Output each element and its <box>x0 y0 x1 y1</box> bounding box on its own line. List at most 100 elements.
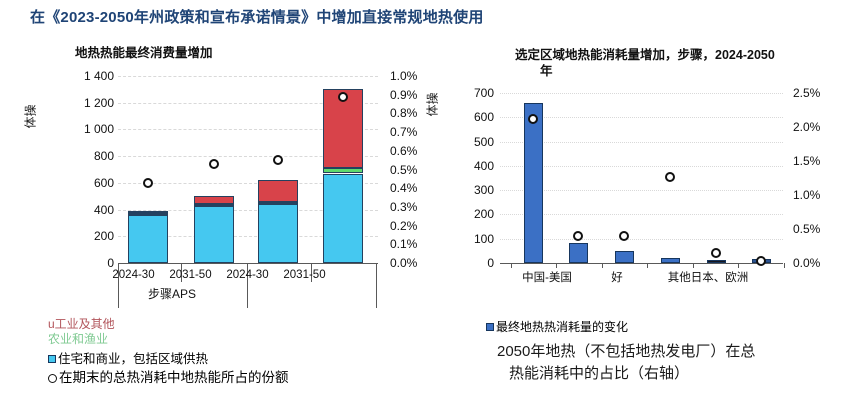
legend-item-share: 在期末的总热消耗中地热能所占的份额 <box>48 366 289 386</box>
bar-final-consumption <box>614 251 634 263</box>
right-chart-title-years: 2024-2050 <box>715 48 775 62</box>
axis-bracket-line <box>181 263 182 282</box>
x-category-label: 2031-50 <box>169 269 212 281</box>
share-dot <box>573 231 583 242</box>
bar-segment-agriculture <box>323 168 363 174</box>
left-chart-right-axis-tick-label: 0.9% <box>390 87 418 102</box>
right-chart-right-axis-tick-label: 0.5% <box>793 222 821 236</box>
left-chart-right-axis-tick-label: 0.4% <box>390 181 418 196</box>
grid-line <box>118 156 378 158</box>
residential-square-icon <box>48 355 56 363</box>
bar-final-consumption <box>568 243 588 263</box>
right-chart-left-axis-tick-label: 0 <box>487 256 494 270</box>
share-dot <box>528 113 538 124</box>
bar-segment-agriculture <box>128 213 168 216</box>
left-chart-right-axis-tick-label: 0.0% <box>390 256 418 270</box>
share-dot <box>273 155 283 166</box>
bar-segment-industry <box>258 179 298 202</box>
share-dot <box>143 177 153 188</box>
grid-line <box>500 93 783 94</box>
left-axis-tick-label: 1 000 <box>83 122 114 137</box>
legend-item-industry: u工业及其他 <box>48 315 115 332</box>
left-axis-tick-label: 200 <box>93 229 114 244</box>
axis-tick <box>510 263 512 268</box>
grid-line <box>118 209 378 211</box>
axis-tick <box>601 263 603 268</box>
left-axis-tick-label: 600 <box>93 175 114 190</box>
bar-segment-agriculture <box>194 203 234 207</box>
right-chart-right-axis-tick-label: 1.0% <box>793 188 821 202</box>
x-category-label: 好 <box>611 272 623 284</box>
axis-bracket-line <box>118 263 119 308</box>
left-chart-right-axis-tick-label: 0.6% <box>390 143 418 158</box>
x-category-label: 2024-30 <box>226 269 269 281</box>
bar-final-consumption <box>706 260 726 263</box>
left-chart-right-axis-tick-label: 0.2% <box>390 218 418 233</box>
share-circle-icon <box>48 374 57 383</box>
left-axis-tick-label: 0 <box>107 256 114 270</box>
right-chart-right-axis-tick-label: 1.5% <box>793 154 821 168</box>
legend-final-consumption-label: 最终地热热消耗量的变化 <box>496 320 629 334</box>
left-axis-tick-label: 1 400 <box>83 69 114 83</box>
left-axis-tick-label: 400 <box>93 202 114 217</box>
grid-line <box>500 214 783 216</box>
legend-industry-label: u工业及其他 <box>48 317 115 331</box>
share-dot <box>711 247 721 258</box>
left-chart-y-axis-label: 体操 <box>23 104 38 129</box>
right-chart-left-axis-tick-label: 200 <box>473 207 494 222</box>
grid-line <box>118 182 378 184</box>
axis-tick <box>692 263 694 268</box>
right-chart-left-axis-tick-label: 100 <box>473 231 494 246</box>
right-chart-right-axis-tick-label: 2.0% <box>793 120 821 134</box>
axis-tick <box>556 263 557 268</box>
right-chart-left-axis-tick-label: 500 <box>473 134 494 149</box>
axis-tick <box>783 263 785 268</box>
left-chart-title: 地热热能最终消费量增加 <box>75 46 213 60</box>
axis-tick <box>647 263 648 268</box>
bar-segment-agriculture <box>258 201 298 204</box>
share-dot <box>665 171 675 182</box>
grid-line <box>500 238 783 240</box>
left-chart-right-axis-tick-label: 0.1% <box>390 237 418 252</box>
grid-line <box>500 165 783 167</box>
left-chart-group-label: 步骤APS <box>147 287 196 301</box>
axis-tick <box>738 263 739 268</box>
left-axis-tick-label: 1 200 <box>83 95 114 110</box>
grid-line <box>500 117 783 119</box>
legend-share-label: 在期末的总热消耗中地热能所占的份额 <box>59 370 289 385</box>
bar-final-consumption <box>523 102 543 263</box>
left-chart-right-axis-tick-label: 0.7% <box>390 125 418 140</box>
x-category-label: 中国-美国 <box>522 272 572 284</box>
right-chart-right-axis-tick-label: 2.5% <box>793 86 821 100</box>
axis-bracket-line <box>311 263 312 282</box>
caption-line2: 热能消耗中的占比（右轴） <box>509 365 690 382</box>
bar-segment-industry <box>128 210 168 214</box>
right-chart-left-axis-tick-label: 700 <box>473 86 494 100</box>
right-chart-left-axis-tick-label: 600 <box>473 110 494 125</box>
share-dot <box>756 255 766 266</box>
page-title: 在《2023-2050年州政策和宣布承诺情景》中增加直接常规地热使用 <box>30 9 484 26</box>
legend-agriculture-label: 农业和渔业 <box>48 332 109 346</box>
bar-segment-industry <box>194 195 234 204</box>
bar-segment-residential <box>323 173 363 263</box>
bar-segment-residential <box>128 214 168 263</box>
right-chart-right-axis-tick-label: 0.0% <box>793 256 821 270</box>
share-dot <box>209 158 219 169</box>
grid-line <box>118 102 378 104</box>
x-category-label: 2024-30 <box>112 269 155 281</box>
grid-line <box>500 141 783 143</box>
share-dot <box>619 230 629 241</box>
bar-square-icon <box>486 323 494 331</box>
bar-segment-industry <box>323 88 363 169</box>
right-chart-title-prefix: 选定区域地热能消耗量增加，步骤， <box>515 48 716 62</box>
right-chart-left-axis-tick-label: 300 <box>473 183 494 198</box>
right-chart-y-axis-label: 体操 <box>425 92 440 117</box>
legend-item-agriculture: 农业和渔业 <box>48 330 108 347</box>
left-chart-right-axis-tick-label: 1.0% <box>390 69 418 83</box>
grid-line <box>118 129 378 131</box>
left-chart-right-axis-tick-label: 0.5% <box>390 162 418 177</box>
share-dot <box>338 91 348 102</box>
left-chart-right-axis-tick-label: 0.8% <box>390 106 418 121</box>
grid-line <box>118 76 378 77</box>
